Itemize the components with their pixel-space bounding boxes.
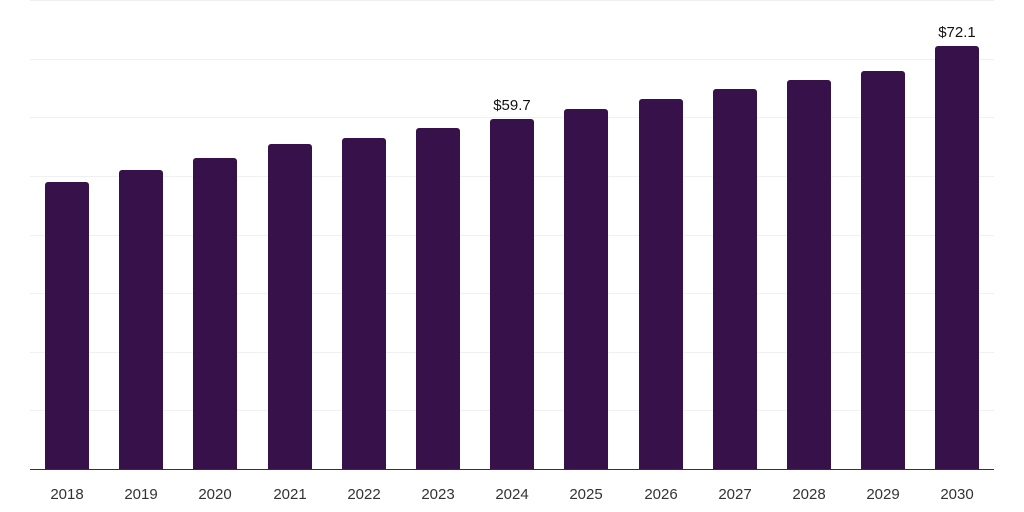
bar-2022[interactable] [342,138,386,469]
gridline [30,117,994,118]
x-tick-label: 2021 [273,486,307,503]
x-tick-label: 2020 [198,486,232,503]
bar-2021[interactable] [268,144,312,469]
x-tick-label: 2018 [50,486,84,503]
x-tick-label: 2022 [347,486,381,503]
bar-2024[interactable] [490,119,534,469]
bar-2029[interactable] [861,71,905,469]
x-tick-label: 2027 [718,486,752,503]
gridline [30,59,994,60]
bar-2028[interactable] [787,80,831,469]
bar-2023[interactable] [416,128,460,469]
bar-2030[interactable] [935,46,979,469]
x-tick-label: 2030 [940,486,974,503]
x-tick-label: 2024 [495,486,529,503]
bar-2018[interactable] [45,182,89,469]
bar-2019[interactable] [119,170,163,469]
x-tick-label: 2019 [124,486,158,503]
bar-2020[interactable] [193,158,237,469]
gridline [30,0,994,1]
x-axis-line [30,469,994,470]
x-tick-label: 2025 [569,486,603,503]
bar-2027[interactable] [713,89,757,469]
data-label: $59.7 [493,97,531,114]
bar-2025[interactable] [564,109,608,469]
x-tick-label: 2026 [644,486,678,503]
x-tick-label: 2023 [421,486,455,503]
x-tick-label: 2029 [866,486,900,503]
bar-2026[interactable] [639,99,683,469]
data-label: $72.1 [938,24,976,41]
x-tick-label: 2028 [792,486,826,503]
